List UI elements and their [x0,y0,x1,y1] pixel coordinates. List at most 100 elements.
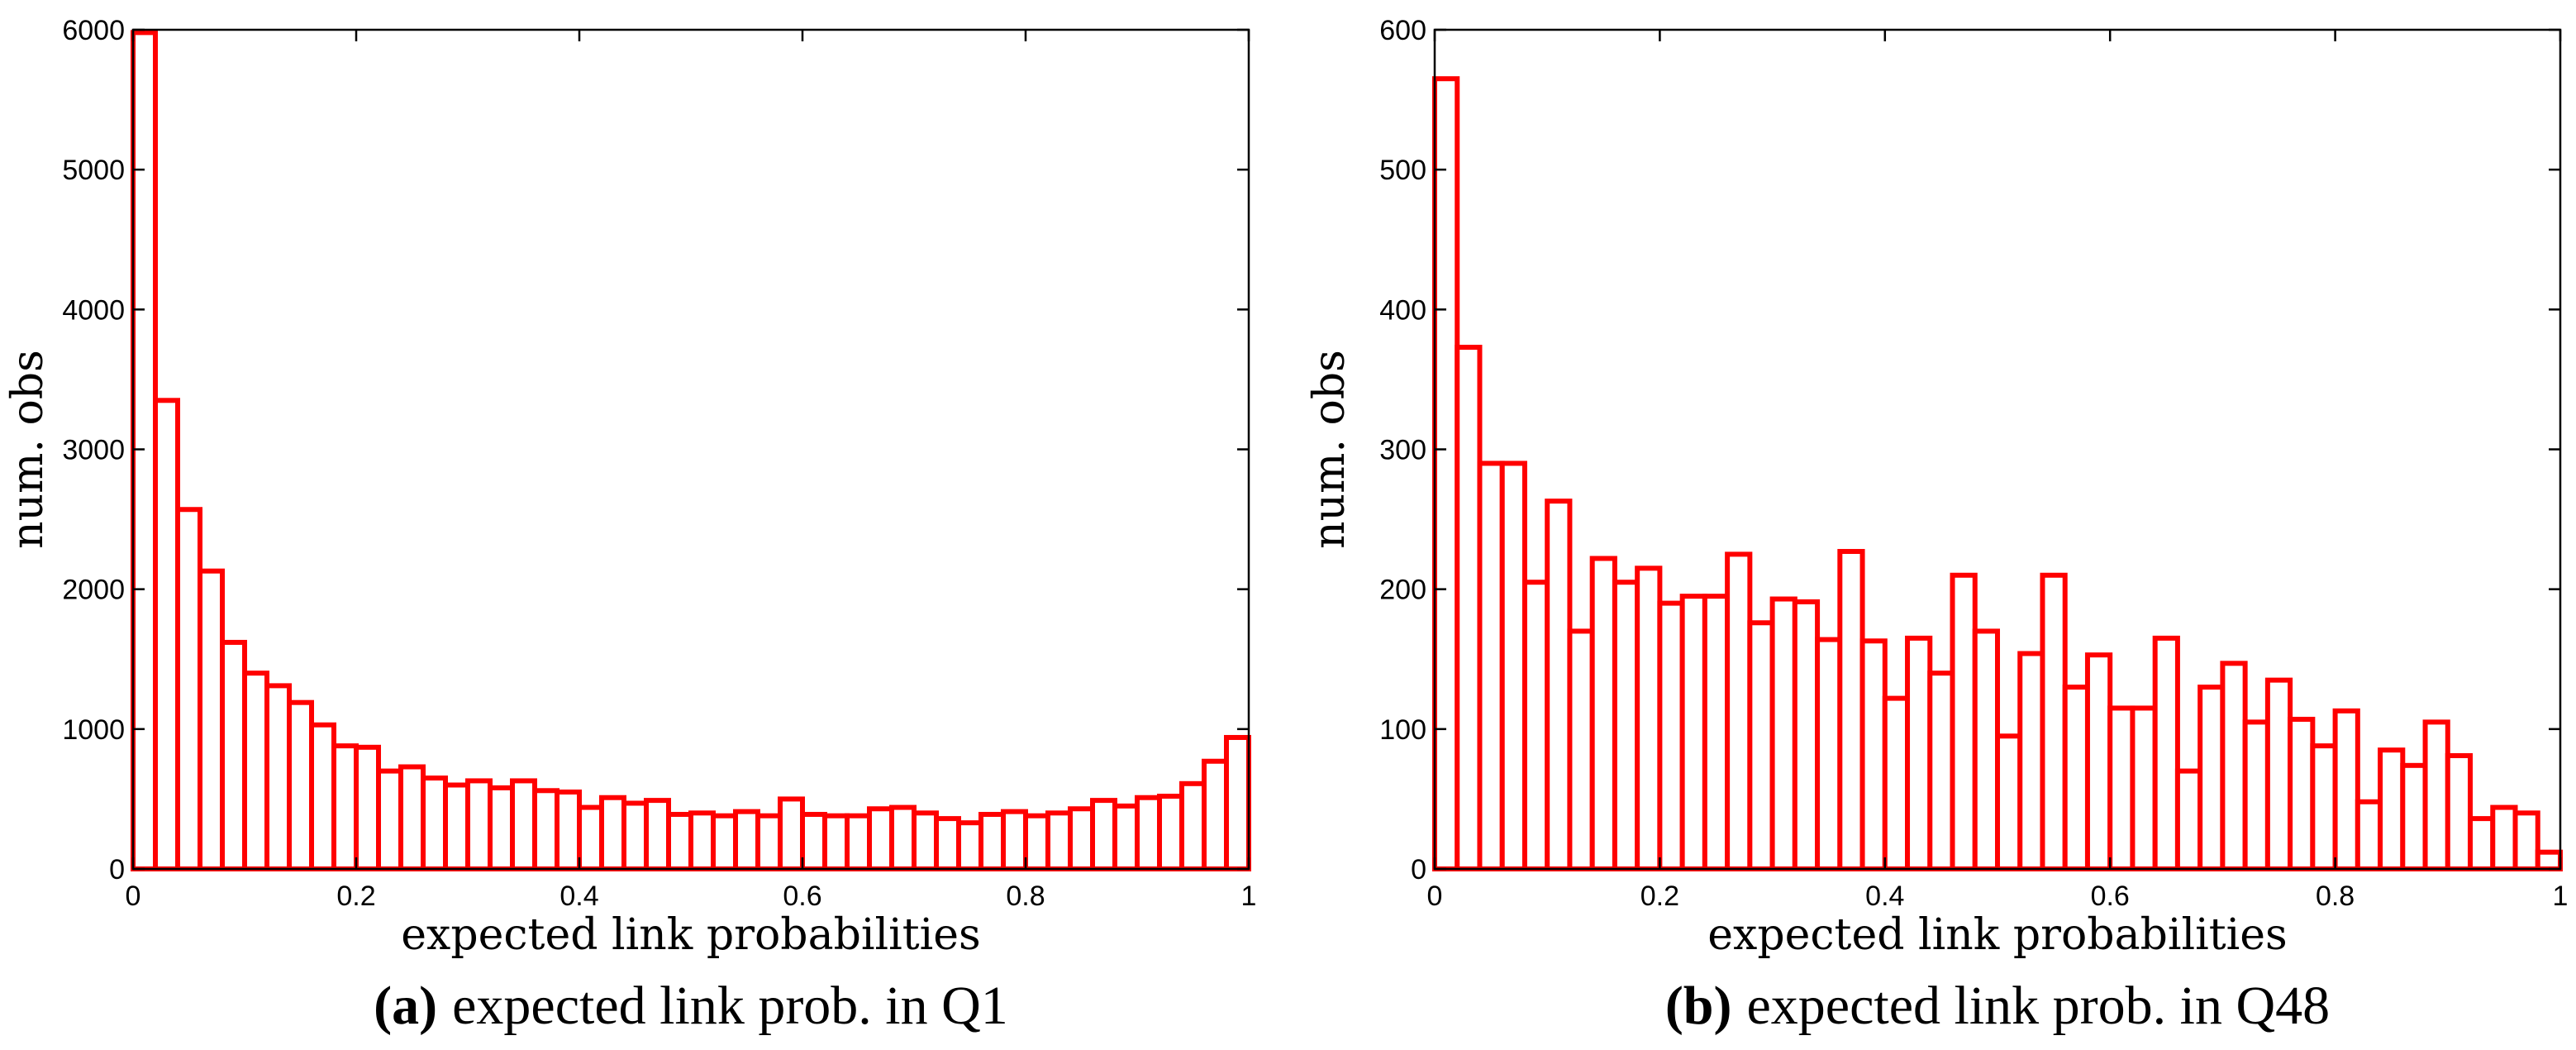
x-tick-label: 1 [2553,881,2569,912]
x-tick-label: 0.4 [1865,881,1904,912]
bar [2355,799,2383,871]
y-tick-label: 0 [109,854,125,885]
bar [1769,596,1797,872]
bar [1045,810,1073,871]
bar [376,768,403,871]
bar [2535,849,2564,871]
y-tick-label: 200 [1379,575,1426,606]
y-axis-label: num. obs [3,350,53,549]
bar [2107,705,2136,871]
bar [2084,652,2113,871]
bar [2288,716,2316,871]
bar [2152,635,2180,871]
x-axis-label: expected link probabilities [1707,910,2287,960]
bar [555,789,582,871]
bar [666,812,693,872]
bar [1135,795,1162,871]
bar [1224,734,1251,871]
y-tick-label: 5000 [62,155,125,186]
bar [2174,768,2203,871]
bar [510,778,537,871]
x-tick-label: 0.6 [783,881,821,912]
bar [1001,809,1028,871]
bar [2400,762,2428,871]
y-tick-label: 0 [1411,854,1426,885]
bar [2378,747,2406,871]
bar [1567,628,1595,872]
y-tick-label: 600 [1379,15,1426,46]
caption-text: expected link prob. in Q48 [1747,976,2331,1036]
bar [1995,733,2023,872]
bar [1521,580,1550,871]
y-tick-label: 400 [1379,294,1426,326]
bar [845,813,872,872]
panel-caption: (a) expected link prob. in Q1 [374,976,1008,1036]
bar [175,507,202,871]
x-tick-label: 0 [1427,881,1443,912]
bar [131,30,158,871]
bar [711,813,738,872]
bar [867,806,894,872]
bar [688,810,716,871]
caption-text: expected link prob. in Q1 [452,976,1008,1036]
x-tick-label: 0.6 [2091,881,2130,912]
bar [220,639,247,871]
bar [264,683,292,871]
bar [1202,758,1229,871]
bar [1927,671,1955,872]
panel-a: 0 0.2 0.4 0.6 0.8 1 0 1000 2000 3000 4000 5000 6000 e… [3,15,1256,1036]
bar [2310,743,2338,872]
bar [934,816,961,871]
bar [912,810,939,871]
bar [2017,651,2045,871]
bar [2332,708,2360,872]
bar [978,812,1006,872]
bar [822,813,850,872]
bar [800,812,827,872]
bar [287,699,314,871]
bar [2062,685,2090,871]
bar [1882,695,1911,871]
bar [2490,804,2518,871]
bar [1477,461,1505,872]
bar [443,782,470,871]
bar [354,744,381,872]
bar [577,804,604,871]
bar [1635,566,1663,872]
bar [755,813,783,872]
y-tick-label: 6000 [62,15,125,46]
bar [2264,677,2293,871]
bar [1455,345,1483,871]
bar [1972,628,2001,872]
bar [733,809,760,871]
bar [1157,794,1184,871]
y-tick-label: 4000 [62,294,125,326]
bar [1725,551,1753,871]
bar [398,764,426,872]
bar [1815,637,1843,871]
bar [2445,752,2474,871]
bar [1792,599,1821,871]
bar [488,785,515,872]
bar [309,722,336,872]
bar [621,800,649,871]
bar [242,671,269,872]
x-tick-label: 0.2 [1640,881,1679,912]
bar [1657,600,1685,871]
bar [2197,685,2226,871]
bar [956,820,983,871]
bar [2512,810,2540,871]
bar [2468,816,2496,871]
bar [2040,572,2068,871]
x-axis-label: expected link probabilities [401,910,980,960]
bar [1499,461,1527,872]
bar [153,398,180,871]
bar [1589,556,1617,871]
bar [331,743,359,872]
bar [421,776,448,872]
y-axis-label: num. obs [1305,350,1355,549]
bar [532,788,559,871]
panel-b: 0 0.2 0.4 0.6 0.8 1 0 100 200 300 400 500 600 expecte… [1305,15,2568,1036]
